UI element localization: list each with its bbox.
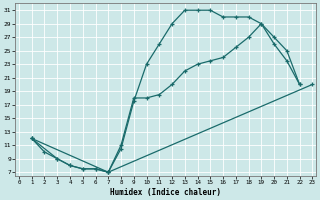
X-axis label: Humidex (Indice chaleur): Humidex (Indice chaleur) <box>110 188 221 197</box>
